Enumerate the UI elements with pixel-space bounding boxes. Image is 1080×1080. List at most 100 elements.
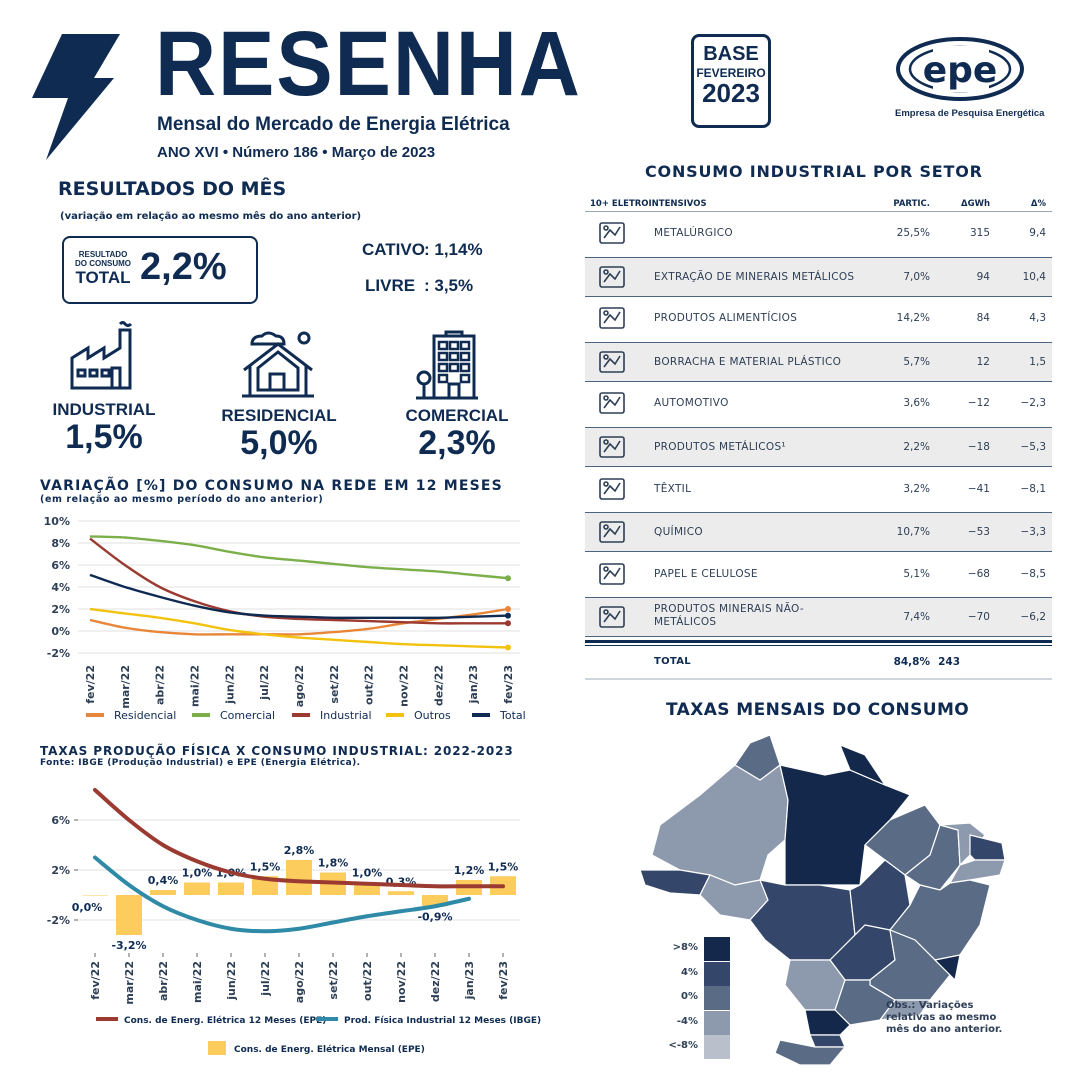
line-legend-label: Total xyxy=(499,709,526,722)
map-region-rn-pb xyxy=(969,834,1006,861)
base-month: FEVEREIRO xyxy=(696,66,766,80)
combo-legend-label: Cons. de Energ. Elétrica 12 Meses (EPE) xyxy=(124,1015,326,1026)
paper-icon xyxy=(597,559,627,589)
table-cell-gwh: −70 xyxy=(967,611,990,624)
combo-chart-x-tick: mar/22 xyxy=(123,961,136,1005)
combo-bar xyxy=(388,891,414,895)
line-legend-label: Residencial xyxy=(114,709,176,722)
line-chart-y-tick: -2% xyxy=(47,647,70,660)
line-chart-x-tick: mai/22 xyxy=(189,665,202,707)
map-note: Obs.: Variações relativas ao mesmo mês d… xyxy=(886,1000,1003,1035)
combo-chart-x-tick: out/22 xyxy=(361,961,374,1001)
table-row: QUÍMICO 10,7% −53 −3,3 xyxy=(585,512,1052,553)
combo-bar xyxy=(150,890,176,895)
brazil-map xyxy=(640,735,1006,1065)
table-cell-pct: −2,3 xyxy=(1020,397,1047,410)
table-cell-name: PRODUTOS METÁLICOS¹ xyxy=(654,441,786,453)
table-header-rule xyxy=(585,211,1052,212)
table-cell-name: METALÚRGICO xyxy=(654,227,733,239)
line-chart-x-tick: jul/22 xyxy=(258,665,271,701)
table-cell-gwh: −68 xyxy=(967,567,990,580)
line-chart-x-tick: ago/22 xyxy=(293,665,306,707)
epe-logo-subtitle: Empresa de Pesquisa Energética xyxy=(895,108,1045,119)
combo-chart-x-tick: ago/22 xyxy=(293,961,306,1003)
line-chart-x-tick: set/22 xyxy=(328,665,341,704)
combo-bar xyxy=(116,895,142,935)
table-cell-name: PAPEL E CELULOSE xyxy=(654,567,758,580)
pickaxe-icon xyxy=(597,262,627,292)
total-label-small: RESULTADO DO CONSUMO xyxy=(75,250,131,268)
car-icon xyxy=(597,388,627,418)
table-total-row: TOTAL 84,8% 243 xyxy=(585,643,1052,681)
combo-legend-swatch xyxy=(208,1041,226,1055)
map-legend-label: <-8% xyxy=(668,1040,698,1051)
table-row: PRODUTOS ALIMENTÍCIOS 14,2% 84 4,3 xyxy=(585,299,1052,337)
table-cell-name: BORRACHA E MATERIAL PLÁSTICO xyxy=(654,355,842,368)
table-cell-pct: 9,4 xyxy=(1029,227,1046,239)
total-result-box xyxy=(62,236,258,304)
captive-value: : 1,14% xyxy=(424,240,483,259)
base-date-badge: BASE FEVEREIRO 2023 xyxy=(691,34,771,128)
captive-label: CATIVO xyxy=(362,240,425,259)
table-cell-pct: −3,3 xyxy=(1020,526,1047,539)
table-cell-partic: 3,2% xyxy=(903,482,930,495)
map-legend-label: -4% xyxy=(676,1015,698,1027)
table-header-pct: Δ% xyxy=(1030,199,1046,209)
combo-bar-label: 2,8% xyxy=(284,844,315,857)
chemistry-icon xyxy=(597,517,627,547)
consumption-line-chart: 10% 8% 6% 4% 2% 0% -2% fev/22 mar/22 abr/22 mai/22… xyxy=(44,515,526,722)
map-region-sp xyxy=(834,979,896,1026)
table-cell-gwh: 12 xyxy=(976,355,990,368)
table-total-rule xyxy=(585,640,1052,643)
combo-chart-x-tick: dez/22 xyxy=(429,961,442,1002)
line-series-endpoint xyxy=(505,644,511,651)
segment-name-industrial: INDUSTRIAL xyxy=(52,400,156,419)
table-cell-gwh: 315 xyxy=(969,227,990,239)
table-row: TÊXTIL 3,2% −41 −8,1 xyxy=(585,470,1052,508)
epe-logo: epe xyxy=(896,37,1024,101)
table-cell-name: QUÍMICO xyxy=(654,526,703,539)
map-region-sc xyxy=(809,1034,846,1048)
map-region-rj xyxy=(878,999,932,1021)
table-row: EXTRAÇÃO DE MINERAIS METÁLICOS 7,0% 94 10,4 xyxy=(585,256,1052,297)
segment-value-industrial: 1,5% xyxy=(65,418,143,456)
line-series-endpoint xyxy=(505,575,511,582)
map-region-mt xyxy=(749,879,856,961)
map-region-ap xyxy=(838,743,887,787)
line-series-endpoint xyxy=(505,620,511,627)
table-cell-partic: 14,2% xyxy=(896,312,930,325)
table-row: BORRACHA E MATERIAL PLÁSTICO 5,7% 12 1,5 xyxy=(585,341,1052,382)
map-legend-label: 4% xyxy=(681,966,698,978)
table-cell-name: PRODUTOS ALIMENTÍCIOS xyxy=(654,312,798,325)
line-chart-y-tick: 0% xyxy=(51,625,70,638)
brand-subtitle: Mensal do Mercado de Energia Elétrica xyxy=(157,114,510,135)
table-cell-gwh: −41 xyxy=(967,482,990,495)
table-cell-partic: 25,5% xyxy=(896,227,930,239)
map-legend-swatch xyxy=(704,1010,730,1035)
table-cell-pct: 10,4 xyxy=(1022,270,1046,283)
map-legend-swatch xyxy=(704,937,730,961)
line-legend-label: Industrial xyxy=(320,709,372,722)
issue-info: ANO XVI • Número 186 • Março de 2023 xyxy=(157,144,436,161)
table-cell-gwh: 84 xyxy=(976,312,990,325)
table-cell-partic: 7,4% xyxy=(903,611,930,624)
line-legend-label: Outros xyxy=(414,709,451,722)
map-legend-swatch xyxy=(704,1035,730,1059)
map-title: TAXAS MENSAIS DO CONSUMO xyxy=(666,700,970,720)
total-partic: 84,8% xyxy=(893,656,930,668)
food-icon xyxy=(597,303,627,333)
map-region-rs xyxy=(774,1039,847,1065)
segment-value-residencial: 5,0% xyxy=(240,424,318,462)
line-chart-x-tick: dez/22 xyxy=(432,665,445,706)
table-row: PRODUTOS MINERAIS NÃO-METÁLICOS 7,4% −70 −6… xyxy=(585,597,1052,638)
table-cell-gwh: 94 xyxy=(976,270,990,283)
combo-chart-y-tick: -2% xyxy=(47,914,70,927)
table-cell-pct: 1,5 xyxy=(1029,355,1046,368)
line-chart-x-tick: jan/23 xyxy=(467,665,480,704)
line-chart-subtitle: (em relação ao mesmo período do ano ante… xyxy=(40,494,324,505)
combo-bar xyxy=(218,882,244,895)
table-cell-partic: 5,1% xyxy=(903,567,930,580)
line-chart-x-tick: out/22 xyxy=(363,665,376,705)
line-series-total xyxy=(89,573,509,620)
map-region-ms xyxy=(784,959,846,1011)
